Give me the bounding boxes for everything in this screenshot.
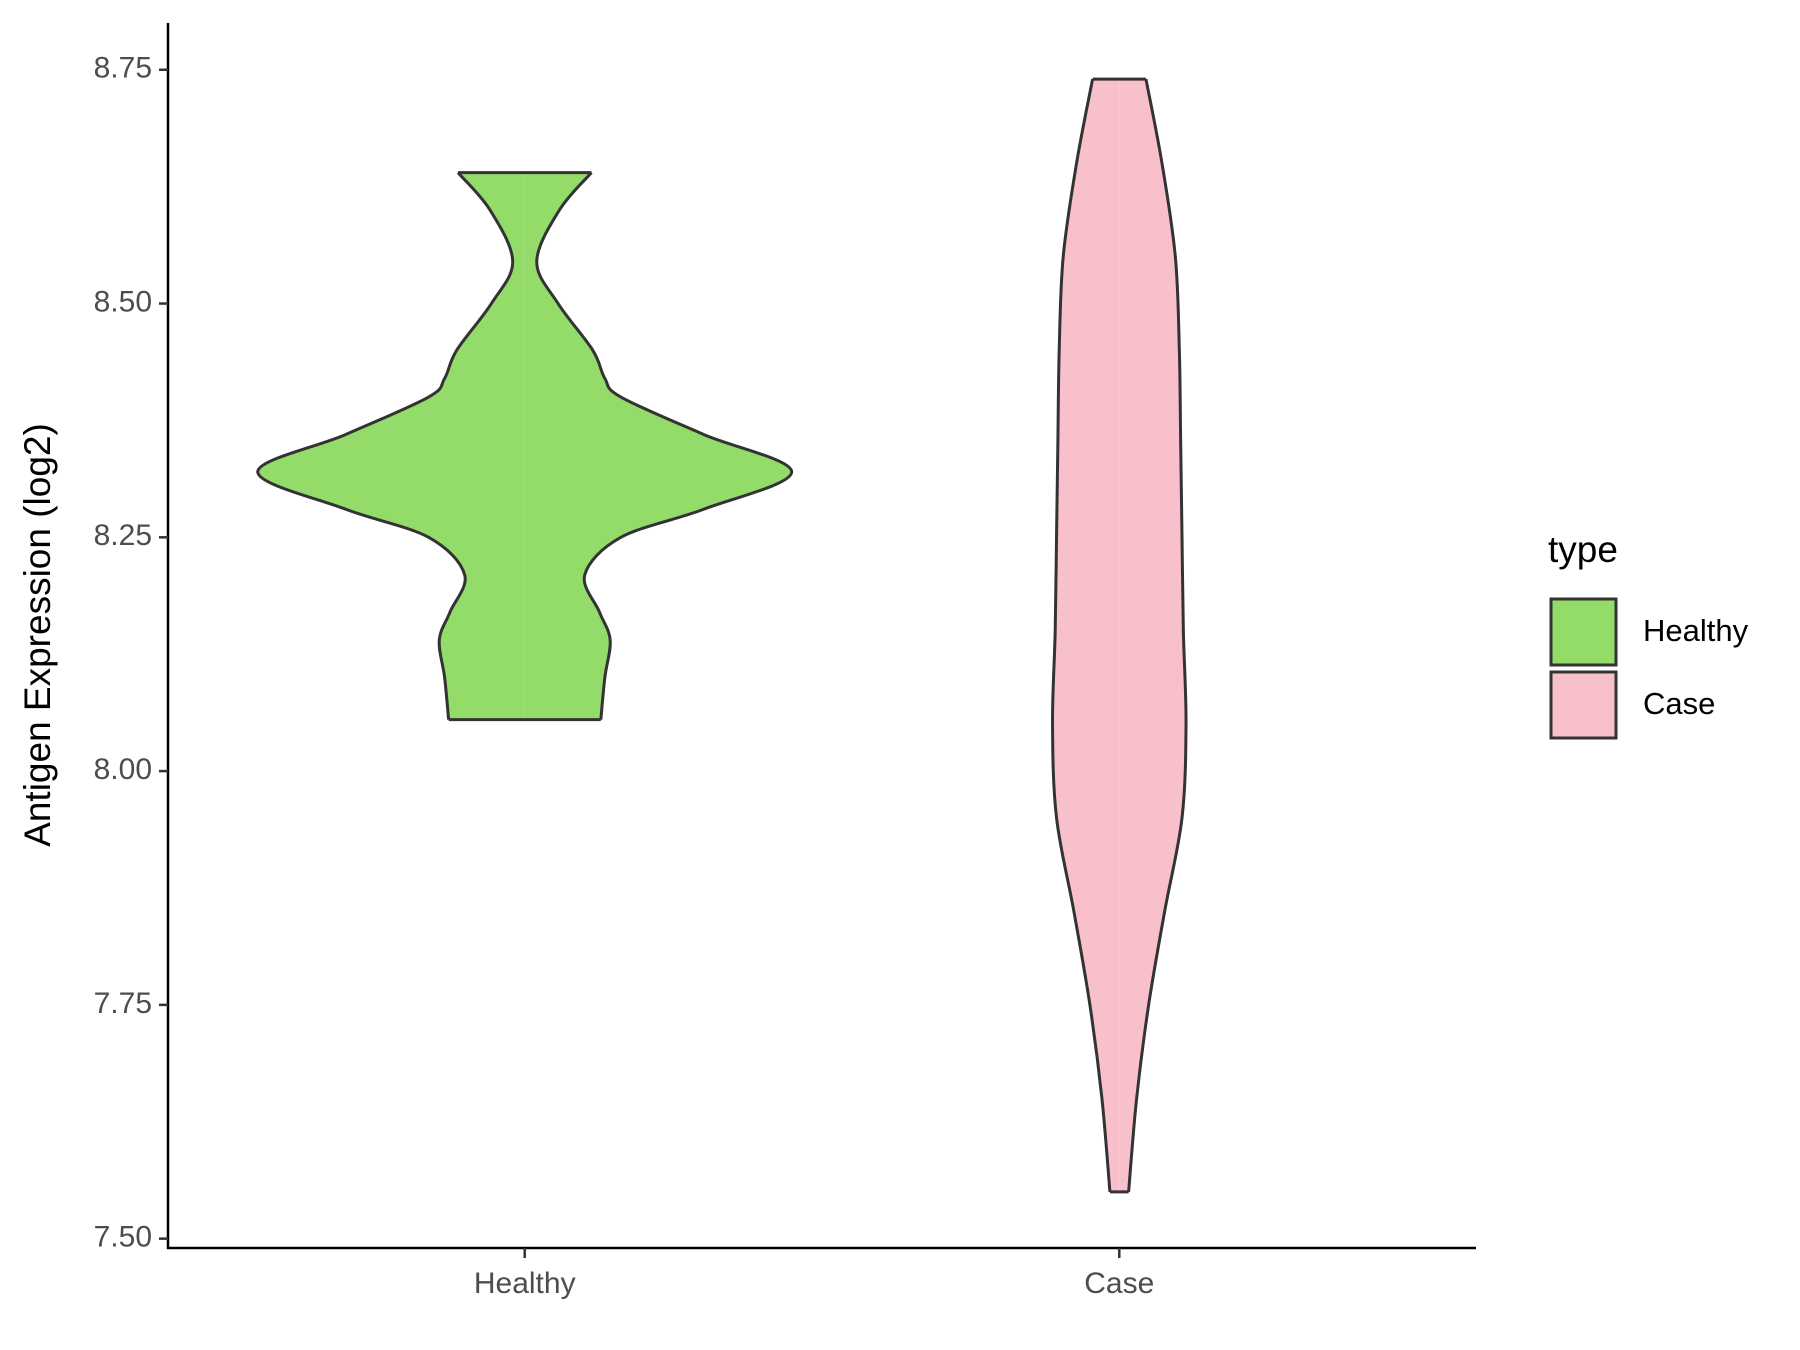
violin-half [1119, 79, 1187, 1192]
violin-half [1052, 79, 1120, 1192]
x-tick-label: Case [1084, 1267, 1154, 1300]
violin-outline [256, 171, 515, 720]
legend-label: Healthy [1643, 613, 1749, 648]
violin-outline [1051, 78, 1112, 1193]
x-tick-label: Healthy [474, 1267, 576, 1300]
y-tick-label: 8.00 [94, 753, 152, 786]
violin-outline [1127, 78, 1188, 1193]
legend-key [1549, 670, 1618, 740]
violin-outline [535, 171, 794, 720]
y-tick-label: 8.50 [94, 285, 152, 318]
violin-half [524, 172, 792, 720]
y-tick-label: 7.75 [94, 987, 152, 1020]
legend-title: type [1548, 529, 1618, 570]
legend-label: Case [1643, 686, 1715, 721]
legend-key [1549, 597, 1618, 667]
y-axis-title: Antigen Expression (log2) [17, 423, 58, 847]
y-tick-label: 7.50 [94, 1221, 152, 1254]
y-tick-label: 8.75 [94, 52, 152, 85]
y-tick-label: 8.25 [94, 519, 152, 552]
violin-half [257, 172, 525, 720]
